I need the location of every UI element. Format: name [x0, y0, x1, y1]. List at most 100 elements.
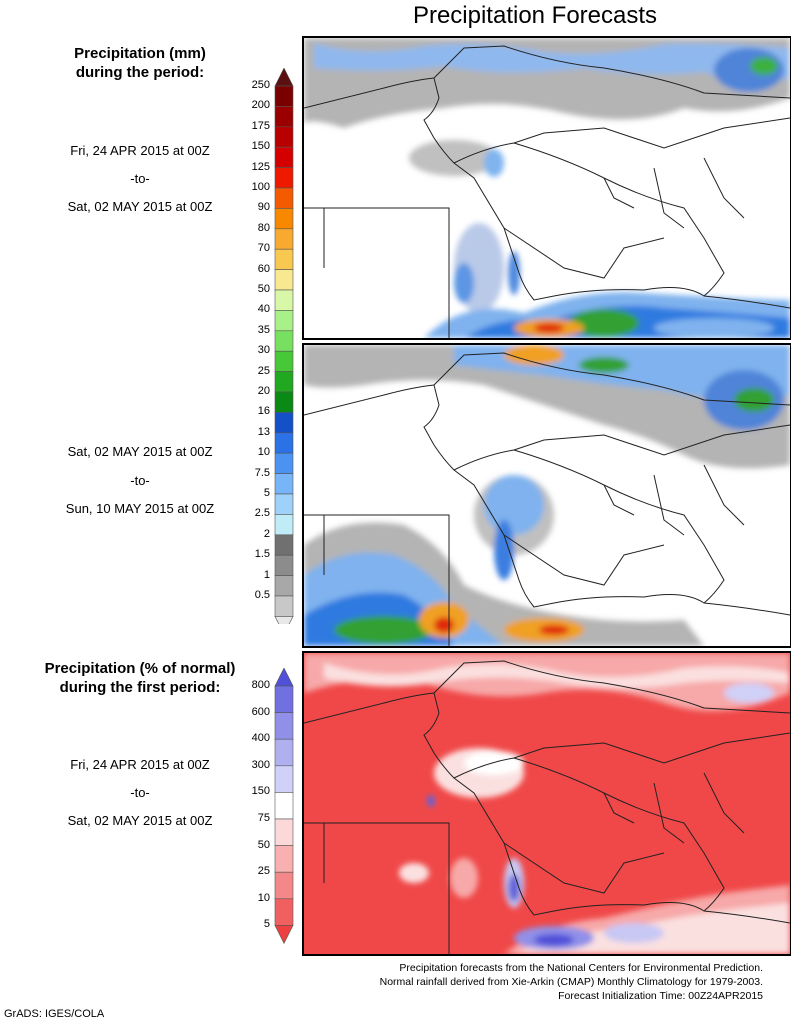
precip-colorbar-label: 150	[251, 140, 270, 153]
precip-colorbar-label: 2	[263, 527, 270, 540]
precip-colorbar-swatch	[274, 146, 294, 168]
precip-colorbar-label: 35	[257, 323, 270, 336]
anomaly-colorbar	[274, 668, 294, 944]
precip-colorbar-label: 7.5	[254, 466, 270, 479]
precip-colorbar-label: 2.5	[254, 507, 270, 520]
anomaly-colorbar-label: 10	[257, 891, 270, 904]
precip-colorbar-swatch	[274, 310, 294, 332]
precip-colorbar-swatch	[274, 126, 294, 148]
precip-colorbar-swatch	[274, 493, 294, 515]
anomaly-colorbar-swatch	[274, 738, 294, 767]
precip-colorbar	[274, 68, 294, 624]
precip-colorbar-label: 125	[251, 160, 270, 173]
precip-colorbar-label: 50	[257, 283, 270, 295]
anomaly-colorbar-label: 800	[251, 679, 270, 691]
footer-line1: Precipitation forecasts from the Nationa…	[399, 962, 763, 974]
precip-colorbar-swatch	[274, 371, 294, 393]
precip-colorbar-label: 250	[251, 79, 270, 91]
precip-colorbar-swatch	[274, 473, 294, 495]
period1-end: Sat, 02 MAY 2015 at 00Z	[67, 199, 213, 214]
anomaly-colorbar-swatch	[274, 898, 294, 926]
anomaly-heading-line1: Precipitation (% of normal)	[44, 660, 236, 677]
map-precip-period1	[304, 38, 790, 338]
anomaly-colorbar-label: 75	[257, 812, 270, 824]
precip-colorbar-label: 5	[263, 487, 270, 499]
precip-colorbar-swatch	[274, 412, 294, 434]
anomaly-period-start: Fri, 24 APR 2015 at 00Z	[70, 757, 210, 772]
precip-colorbar-swatch	[274, 167, 294, 189]
precip-colorbar-label: 30	[257, 344, 270, 357]
grads-credit: GrADS: IGES/COLA	[4, 1008, 105, 1020]
precip-colorbar-swatch	[274, 432, 294, 454]
anomaly-colorbar-top-arrow	[274, 668, 294, 687]
precip-heading-line1: Precipitation (mm)	[74, 45, 206, 62]
precip-colorbar-swatch	[274, 391, 294, 413]
period2-start: Sat, 02 MAY 2015 at 00Z	[67, 444, 213, 459]
anomaly-colorbar-label: 300	[251, 758, 270, 771]
anomaly-period-end: Sat, 02 MAY 2015 at 00Z	[67, 813, 213, 828]
precip-colorbar-label: 20	[257, 385, 270, 397]
precip-heading: Precipitation (mm) during the period:	[40, 44, 240, 82]
precip-colorbar-swatch	[274, 228, 294, 250]
precip-colorbar-swatch	[274, 534, 294, 556]
precip-colorbar-bottom-arrow	[274, 616, 294, 624]
footer-line2: Normal rainfall derived from Xie-Arkin (…	[379, 976, 763, 988]
anomaly-colorbar-swatch	[274, 685, 294, 713]
anomaly-colorbar-swatch	[274, 712, 294, 740]
period1-start: Fri, 24 APR 2015 at 00Z	[70, 143, 210, 158]
precip-colorbar-swatch	[274, 208, 294, 230]
precip-colorbar-swatch	[274, 575, 294, 597]
precip-colorbar-label: 13	[257, 425, 270, 438]
anomaly-colorbar-label: 600	[251, 705, 270, 718]
anomaly-colorbar-label: 25	[257, 865, 270, 878]
precip-colorbar-label: 100	[251, 181, 270, 193]
anomaly-heading-line2: during the first period:	[59, 679, 221, 696]
map-panel-period2	[302, 343, 791, 648]
precip-colorbar-label: 60	[257, 262, 270, 275]
anomaly-colorbar-swatch	[274, 871, 294, 900]
precip-colorbar-swatch	[274, 514, 294, 536]
footer-line3: Forecast Initialization Time: 00Z24APR20…	[558, 990, 763, 1002]
precip-colorbar-swatch	[274, 350, 294, 372]
anomaly-colorbar-swatch	[274, 792, 294, 820]
precip-colorbar-swatch	[274, 595, 294, 617]
precip-colorbar-label: 1	[263, 568, 270, 581]
precip-colorbar-label: 1.5	[254, 548, 270, 561]
precip-colorbar-swatch	[274, 452, 294, 474]
precip-heading-line2: during the period:	[75, 64, 205, 81]
precip-colorbar-swatch	[274, 554, 294, 576]
anomaly-heading: Precipitation (% of normal) during the f…	[20, 659, 260, 697]
precip-colorbar-label: 40	[257, 303, 270, 316]
page-title: Precipitation Forecasts	[412, 2, 658, 29]
precip-colorbar-swatch	[274, 187, 294, 209]
precip-colorbar-swatch	[274, 269, 294, 291]
precip-colorbar-label: 70	[257, 242, 270, 255]
map-precip-period2	[304, 345, 790, 646]
map-panel-anomaly	[302, 651, 791, 956]
map-panel-period1	[302, 36, 791, 340]
anomaly-colorbar-bottom-arrow	[274, 925, 294, 944]
anomaly-colorbar-label: 5	[263, 918, 270, 931]
anomaly-colorbar-label: 150	[251, 785, 270, 798]
map-precip-anomaly	[304, 653, 790, 954]
precip-colorbar-label: 25	[257, 364, 270, 377]
precip-colorbar-swatch	[274, 85, 294, 107]
precip-colorbar-swatch	[274, 106, 294, 128]
anomaly-colorbar-swatch	[274, 765, 294, 793]
precip-colorbar-label: 10	[257, 446, 270, 459]
anomaly-colorbar-swatch	[274, 818, 294, 846]
precip-colorbar-swatch	[274, 289, 294, 311]
anomaly-colorbar-label: 400	[251, 732, 270, 745]
precip-colorbar-label: 200	[251, 99, 270, 112]
anomaly-colorbar-swatch	[274, 845, 294, 873]
precip-colorbar-label: 90	[257, 201, 270, 214]
precip-colorbar-swatch	[274, 330, 294, 352]
footer-notes: Precipitation forecasts from the Nationa…	[380, 961, 763, 1003]
precip-colorbar-top-arrow	[274, 68, 294, 87]
period1-separator: -to-	[130, 171, 150, 186]
anomaly-period-separator: -to-	[130, 785, 150, 800]
precip-colorbar-label: 80	[257, 221, 270, 234]
period2-separator: -to-	[130, 473, 150, 488]
precip-colorbar-label: 16	[257, 405, 270, 418]
anomaly-colorbar-label: 50	[257, 838, 270, 851]
